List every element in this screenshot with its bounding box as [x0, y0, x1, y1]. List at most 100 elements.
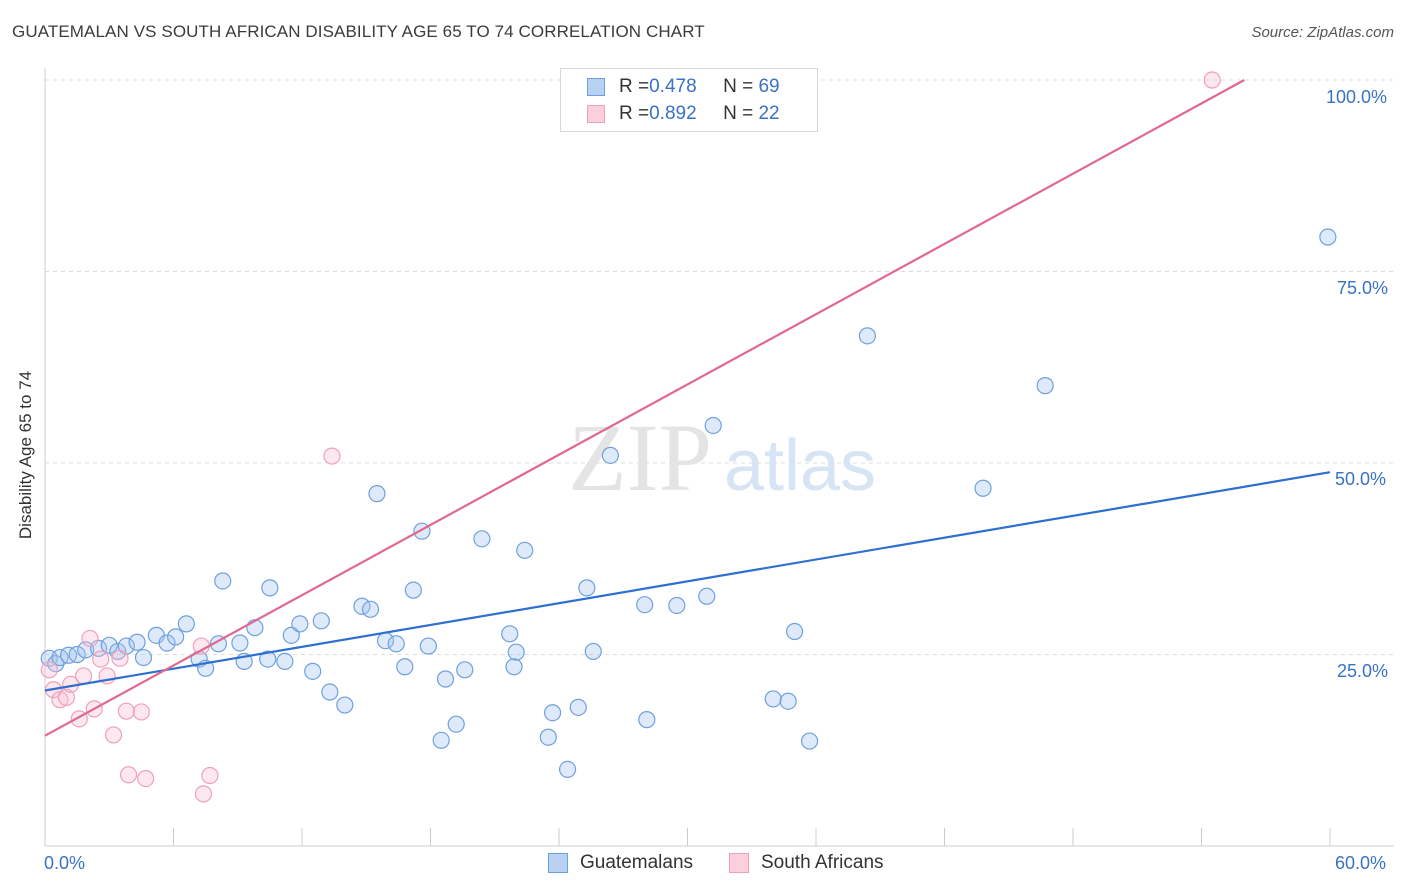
guatemalan-point	[704, 416, 722, 435]
south-african-point	[57, 688, 76, 706]
series-south-africans-points	[40, 71, 1221, 803]
guatemalan-point	[636, 596, 654, 614]
guatemalan-point	[698, 587, 716, 605]
watermark-zip: ZIP	[568, 404, 712, 511]
watermark-atlas: atlas	[724, 426, 876, 506]
guatemalan-point	[231, 634, 249, 652]
guatemalan-point	[507, 643, 525, 661]
guatemalan-point	[974, 479, 992, 497]
guatemalan-point	[59, 646, 78, 664]
legend-r-label: R =	[619, 103, 650, 124]
legend-row-guatemalans: R = 0.478 N = 69	[587, 75, 780, 99]
guatemalan-point	[558, 760, 577, 779]
guatemalan-point	[543, 704, 562, 722]
guatemalan-point	[501, 625, 519, 643]
guatemalan-point	[276, 652, 294, 670]
guatemalan-point	[134, 648, 153, 667]
south-african-point	[137, 769, 155, 788]
guatemalan-point	[505, 658, 523, 676]
guatemalan-point	[785, 622, 804, 641]
guatemalan-point	[336, 696, 354, 714]
south-african-point	[111, 649, 129, 667]
south-african-point	[132, 703, 150, 721]
south-african-point	[40, 661, 58, 679]
legend-row-south-africans: R = 0.892 N = 22	[587, 102, 780, 126]
guatemalan-point	[68, 645, 86, 664]
guatemalan-point	[321, 683, 339, 701]
guatemalan-point	[578, 579, 596, 597]
guatemalan-point	[516, 541, 534, 559]
trend-lines	[44, 79, 1331, 737]
south-african-point	[117, 702, 135, 720]
bottom-legend-south-africans: South Africans	[729, 852, 884, 874]
guatemalan-point	[779, 692, 797, 710]
guatemalan-point	[764, 690, 782, 708]
bottom-legend-label: South Africans	[761, 852, 884, 873]
y-tick-label-100: 100.0%	[1326, 87, 1388, 107]
guatemalan-point	[100, 636, 118, 654]
source-label: Source: ZipAtlas.com	[1251, 24, 1394, 41]
south-african-point	[74, 667, 93, 685]
guatemalan-point	[109, 642, 127, 661]
guatemalan-point	[569, 698, 587, 716]
guatemalan-point	[261, 579, 279, 597]
guatemalan-point	[312, 612, 330, 630]
guatemalan-point	[167, 628, 185, 646]
bottom-legend-swatch-blue	[548, 853, 568, 873]
guatemalan-point	[177, 615, 195, 633]
guatemalan-point	[858, 327, 877, 345]
y-axis-label: Disability Age 65 to 74	[16, 370, 35, 540]
legend-swatch-pink	[587, 105, 605, 123]
guatemalan-point	[800, 732, 819, 750]
legend-n-value: 69	[758, 76, 780, 97]
bottom-legend-guatemalans: Guatemalans	[548, 852, 693, 874]
south-african-point	[92, 650, 110, 668]
south-african-point	[194, 785, 213, 803]
guatemalan-point	[282, 626, 300, 644]
legend-r-value: 0.892	[649, 103, 697, 124]
chart-title: GUATEMALAN VS SOUTH AFRICAN DISABILITY A…	[12, 22, 705, 41]
guatemalan-point	[1319, 228, 1337, 246]
trend-line-guatemalans	[44, 471, 1331, 692]
guatemalan-point	[539, 728, 557, 746]
bottom-legend-label: Guatemalans	[580, 852, 694, 873]
legend-n-label: N =	[723, 103, 759, 124]
guatemalan-point	[447, 715, 465, 733]
guatemalan-point	[368, 485, 386, 503]
legend-r-value: 0.478	[649, 76, 697, 97]
y-tick-label-75: 75.0%	[1337, 278, 1389, 298]
guatemalan-point	[432, 731, 450, 749]
y-tick-label-25: 25.0%	[1337, 661, 1389, 681]
trend-line-south-africans	[44, 79, 1245, 737]
legend-r-label: R =	[619, 76, 650, 97]
x-tick-label-min: 0.0%	[44, 853, 86, 873]
south-african-point	[119, 766, 138, 784]
guatemalan-point	[584, 642, 602, 661]
guatemalan-point	[291, 615, 309, 633]
guatemalan-point	[404, 581, 422, 599]
guatemalan-point	[214, 572, 232, 590]
guatemalan-point	[638, 711, 656, 729]
south-african-point	[201, 766, 219, 785]
guatemalan-point	[419, 637, 437, 655]
legend-n-label: N =	[723, 76, 759, 97]
legend-swatch-blue	[587, 78, 605, 96]
guatemalan-point	[1036, 377, 1054, 395]
y-tick-label-50: 50.0%	[1335, 469, 1387, 489]
axes	[44, 68, 1394, 847]
guatemalan-point	[601, 446, 620, 464]
guatemalan-point	[387, 635, 405, 653]
guatemalan-point	[456, 661, 474, 679]
guatemalan-point	[436, 670, 455, 688]
legend-n-value: 22	[758, 103, 780, 124]
guatemalan-point	[396, 658, 414, 676]
south-african-point	[81, 629, 99, 648]
guatemalan-point	[668, 596, 686, 615]
watermark: ZIP atlas	[568, 404, 876, 511]
south-african-point	[323, 447, 341, 465]
guatemalan-point	[128, 633, 146, 651]
south-african-point	[1203, 71, 1221, 89]
legend: R = 0.478 N = 69 R = 0.892 N = 22	[560, 68, 818, 132]
bottom-legend-swatch-pink	[729, 853, 749, 873]
